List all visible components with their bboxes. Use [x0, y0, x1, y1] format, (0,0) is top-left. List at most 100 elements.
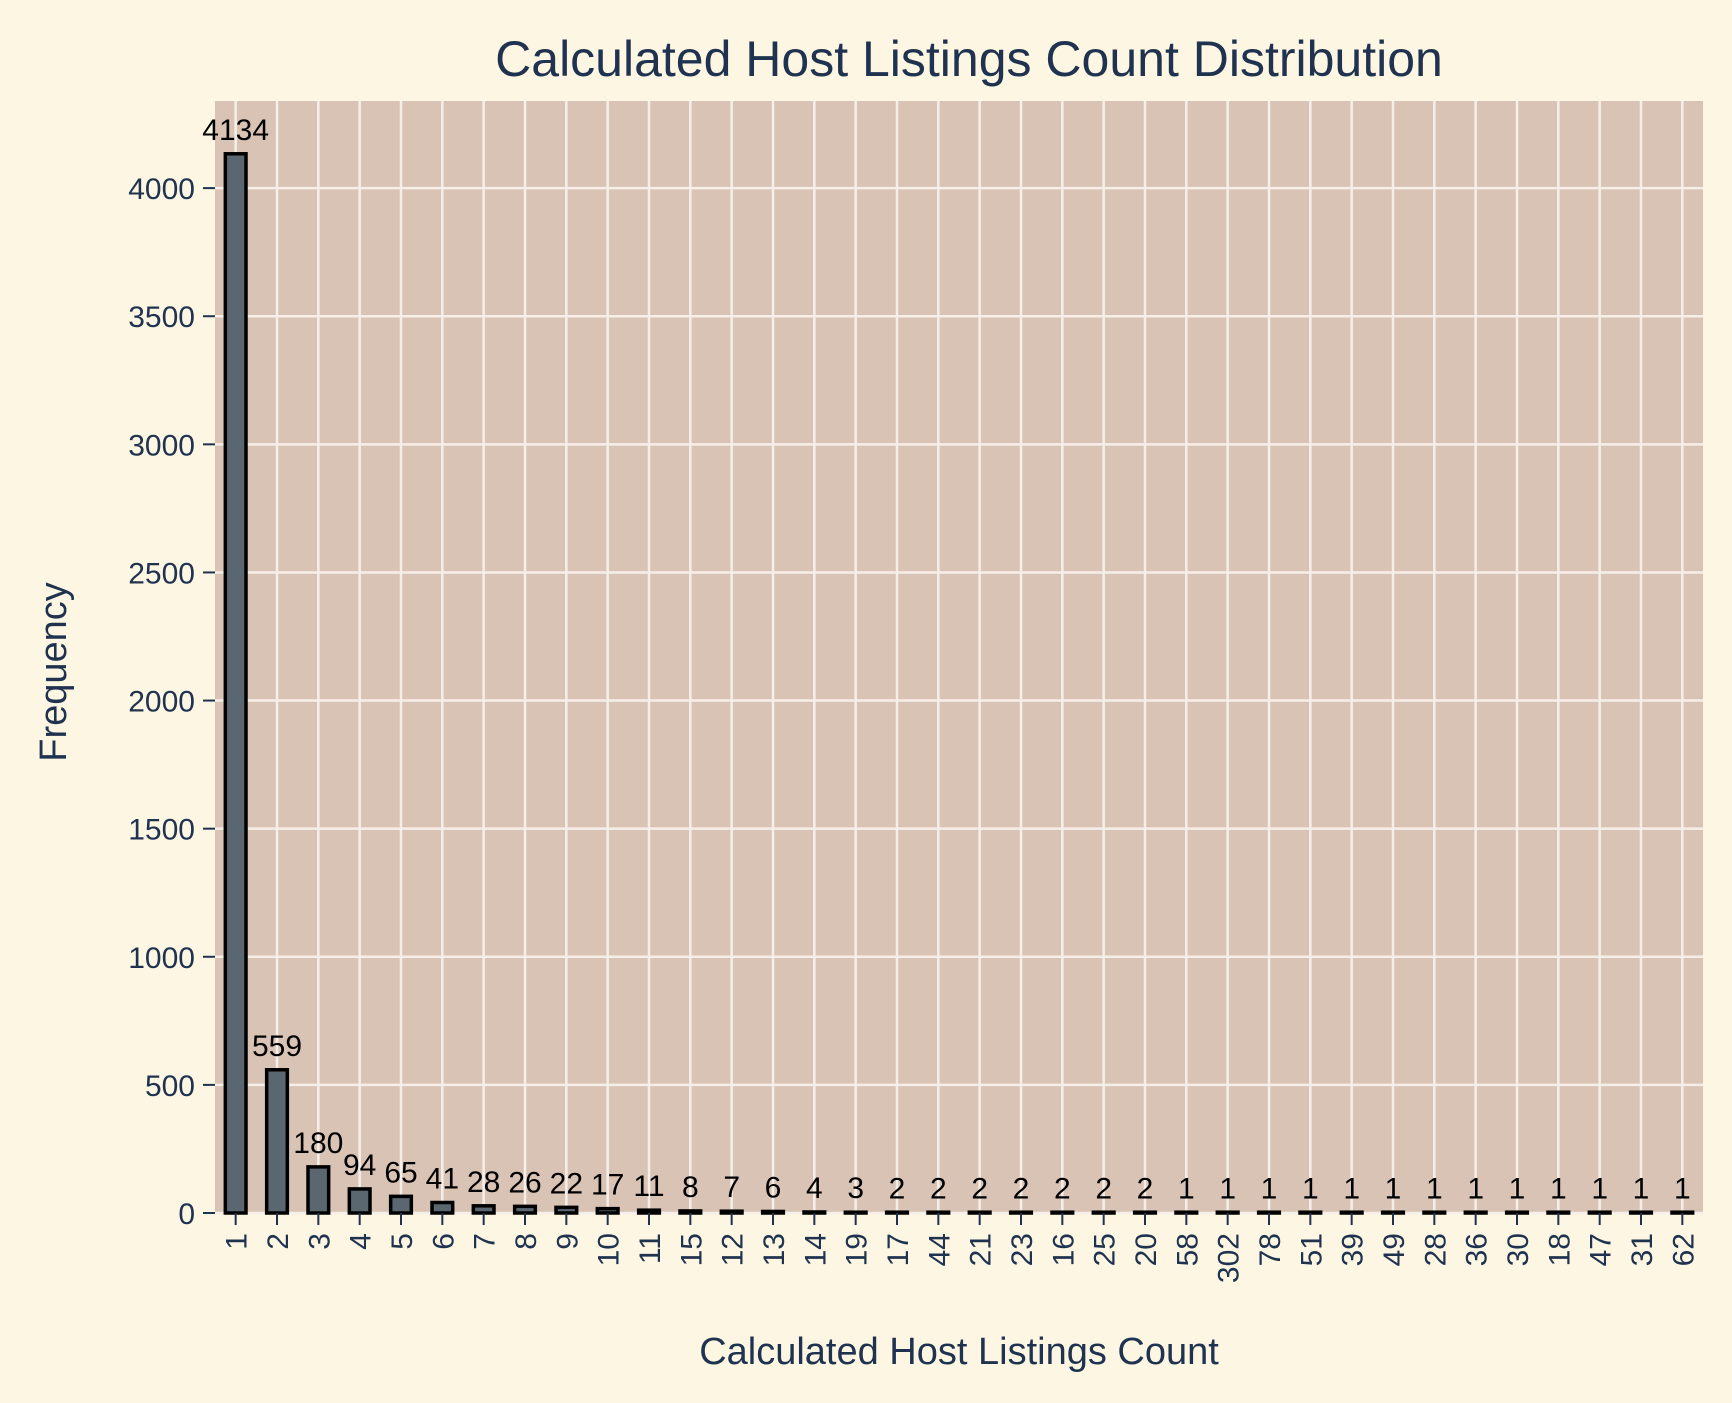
- bar: [1504, 1210, 1530, 1215]
- bar: [264, 1068, 290, 1215]
- data-label: 1: [1343, 1173, 1360, 1206]
- x-tick-label: 13: [758, 1233, 791, 1266]
- data-label: 1: [1467, 1173, 1484, 1206]
- data-label: 1: [1509, 1173, 1526, 1206]
- bar: [1546, 1210, 1571, 1215]
- x-tick-label: 21: [965, 1233, 998, 1266]
- data-label: 1: [1178, 1173, 1195, 1206]
- data-label: 1: [1385, 1173, 1402, 1206]
- bar: [388, 1194, 414, 1215]
- data-label: 2: [889, 1172, 906, 1205]
- x-tick-label: 20: [1130, 1233, 1163, 1266]
- bar: [347, 1187, 372, 1215]
- bar: [1587, 1210, 1612, 1215]
- data-label: 26: [508, 1166, 541, 1199]
- bar: [512, 1204, 538, 1215]
- x-tick-label: 51: [1295, 1233, 1328, 1266]
- bar: [1174, 1210, 1199, 1215]
- data-label: 2: [930, 1172, 947, 1205]
- x-tick-label: 36: [1461, 1233, 1494, 1266]
- grid: [215, 101, 1703, 1215]
- bar: [554, 1205, 579, 1215]
- x-tick-label: 12: [717, 1233, 750, 1266]
- bar: [1008, 1210, 1034, 1215]
- x-axis-label: Calculated Host Listings Count: [699, 1331, 1219, 1373]
- x-tick-label: 19: [841, 1233, 874, 1266]
- x-tick-label: 3: [303, 1233, 336, 1250]
- x-tick-label: 1: [221, 1233, 254, 1250]
- bar: [719, 1209, 744, 1215]
- bar: [1380, 1210, 1406, 1215]
- x-tick-label: 9: [551, 1233, 584, 1250]
- data-label: 11: [633, 1170, 664, 1203]
- data-label: 2: [1137, 1172, 1154, 1205]
- x-tick-label: 14: [799, 1233, 832, 1266]
- y-axis: 0 500 1000 1500 2000 2500 3000 3500 4000: [128, 173, 215, 1231]
- data-label: 8: [682, 1171, 699, 1204]
- x-tick-label: 10: [593, 1233, 626, 1266]
- x-tick-label: 7: [469, 1233, 502, 1250]
- bar: [1628, 1210, 1654, 1215]
- x-tick-label: 25: [1089, 1233, 1122, 1266]
- data-label: 1: [1633, 1173, 1650, 1206]
- data-label: 1: [1550, 1173, 1567, 1206]
- x-axis: 1 2 3 4 5 6 7 8 9 10 11 15 12 13 14 19 17 44 21 23 16 25 20 58 3…: [221, 1213, 1700, 1283]
- data-label: 6: [765, 1171, 782, 1204]
- bar: [1339, 1210, 1364, 1215]
- bar: [802, 1210, 827, 1215]
- x-tick-label: 44: [923, 1233, 956, 1266]
- x-tick-label: 17: [882, 1233, 915, 1266]
- data-label: 17: [591, 1169, 624, 1202]
- bar: [1422, 1210, 1447, 1215]
- data-label: 94: [343, 1149, 376, 1182]
- bar: [306, 1165, 331, 1215]
- data-label: 1: [1591, 1173, 1608, 1206]
- data-label: 3: [847, 1172, 864, 1205]
- bar: [471, 1204, 496, 1215]
- bar: [843, 1210, 868, 1215]
- x-tick-label: 58: [1171, 1233, 1204, 1266]
- data-label: 559: [252, 1030, 302, 1063]
- x-tick-label: 31: [1626, 1233, 1659, 1266]
- data-label: 2: [971, 1172, 988, 1205]
- data-label: 4: [806, 1172, 823, 1205]
- plot-area: [215, 101, 1703, 1213]
- bar: [1050, 1210, 1075, 1215]
- data-label: 28: [467, 1166, 500, 1199]
- bar: [1132, 1210, 1158, 1215]
- data-label: 1: [1674, 1173, 1691, 1206]
- data-label: 1: [1219, 1173, 1236, 1206]
- x-tick-label: 5: [386, 1233, 419, 1250]
- data-label: 65: [384, 1156, 417, 1189]
- data-label: 1: [1261, 1173, 1278, 1206]
- y-tick-label: 3000: [128, 429, 195, 462]
- bar: [1091, 1210, 1116, 1215]
- y-tick-label: 1500: [128, 814, 195, 847]
- bars: [223, 152, 1695, 1215]
- x-tick-label: 30: [1502, 1233, 1535, 1266]
- data-label: 2: [1013, 1172, 1030, 1205]
- y-tick-label: 2000: [128, 686, 195, 719]
- data-label: 41: [426, 1162, 459, 1195]
- bar: [1463, 1210, 1488, 1215]
- data-label: 2: [1054, 1172, 1071, 1205]
- x-tick-label: 47: [1585, 1233, 1618, 1266]
- x-tick-label: 62: [1667, 1233, 1700, 1266]
- data-label: 180: [293, 1127, 343, 1160]
- bar: [1670, 1210, 1695, 1215]
- data-label: 7: [723, 1171, 740, 1204]
- bar: [430, 1200, 455, 1215]
- data-label: 4134: [202, 114, 269, 147]
- data-label: 22: [550, 1167, 583, 1200]
- x-tick-label: 39: [1337, 1233, 1370, 1266]
- x-tick-label: 8: [510, 1233, 543, 1250]
- x-tick-label: 302: [1213, 1233, 1246, 1283]
- x-tick-label: 2: [262, 1233, 295, 1250]
- y-tick-label: 2500: [128, 557, 195, 590]
- bar: [223, 152, 248, 1215]
- bar: [1256, 1210, 1282, 1215]
- y-tick-label: 1000: [128, 942, 195, 975]
- bar: [967, 1210, 992, 1215]
